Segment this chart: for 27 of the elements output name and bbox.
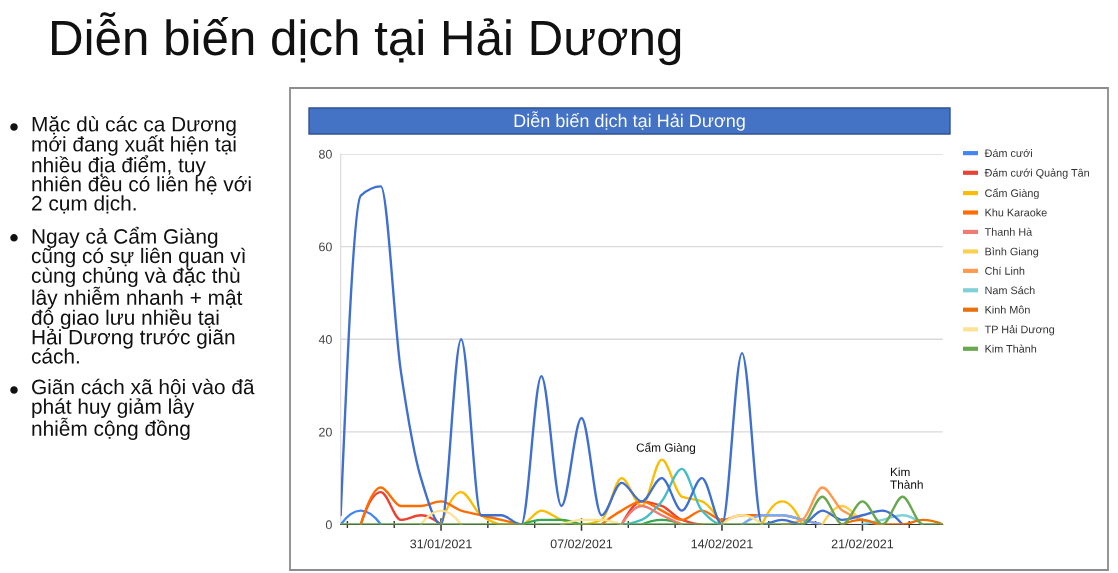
y-tick-label: 40 bbox=[318, 335, 332, 344]
x-tick-label: 14/02/2021 bbox=[691, 539, 753, 549]
legend-label: Bình Giang bbox=[985, 247, 1039, 258]
text: Ngay cả Cẩm Giàng cũng có sự liên quan vì cùng chủng và đặc thù lây nhiễm nhanh + mật độ giao lưu nhiều tại Hải Dương trước giãn cách. bbox=[31, 226, 246, 364]
chart-title: Diễn biến dịch tại Hải Dương bbox=[52, 12, 681, 66]
chart-subtitle: Diễn biến dịch tại Hải Dương bbox=[514, 111, 745, 131]
legend-label: Kim Thành bbox=[985, 344, 1037, 353]
annotation: Kim Thành bbox=[890, 467, 923, 489]
legend-label: Cẩm Giàng bbox=[985, 188, 1039, 200]
y-tick-label: 0 bbox=[325, 520, 332, 530]
legend-label: Nam Sách bbox=[985, 286, 1035, 295]
text: Giãn cách xã hội vào đã phát huy giảm lây nhiễm cộng đồng bbox=[32, 378, 255, 441]
legend-label: Đám cưới Quảng Tân bbox=[984, 168, 1089, 179]
annotation: Cẩm Giàng bbox=[636, 442, 696, 455]
y-tick-label: 20 bbox=[319, 427, 332, 437]
x-tick-label: 31/01/2021 bbox=[410, 539, 472, 549]
legend-label: Khu Karaoke bbox=[985, 208, 1047, 217]
x-tick-label: 07/02/2021 bbox=[550, 539, 613, 549]
y-tick-label: 60 bbox=[319, 242, 332, 252]
y-tick-label: 80 bbox=[319, 149, 332, 159]
legend-label: TP Hải Dương bbox=[984, 325, 1055, 336]
legend-label: Kinh Môn bbox=[985, 305, 1030, 314]
legend-label: Đám cưới bbox=[984, 148, 1032, 158]
legend-label: Chí Linh bbox=[985, 266, 1025, 275]
text: Mặc dù các ca Dương mới đang xuất hiện tại nhiều địa điểm, tuy nhiên đều có liên hệ với 2 cụm dịch. bbox=[32, 116, 251, 214]
legend-label: Thanh Hà bbox=[984, 227, 1033, 236]
x-tick-label: 21/02/2021 bbox=[831, 539, 894, 549]
